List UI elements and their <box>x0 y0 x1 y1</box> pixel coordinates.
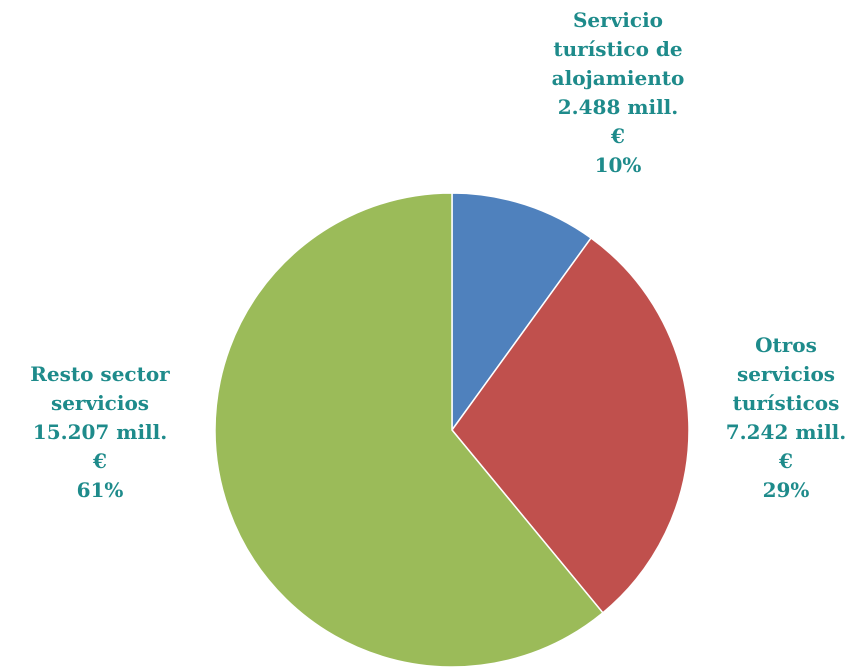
slice-label-3-line-3: 15.207 mill. <box>33 420 167 444</box>
slice-label-3: Resto sector servicios 15.207 mill. €61% <box>30 362 170 502</box>
slice-label-2-line-1: Otros <box>755 333 817 357</box>
slice-label-1-line-1: Servicio <box>573 8 663 32</box>
slice-label-3-line-1: Resto sector <box>30 362 170 386</box>
slice-label-1-line-4: 2.488 mill. <box>558 95 679 119</box>
slice-label-3-line-5: 61% <box>77 478 124 502</box>
pie-slice-1 <box>451 192 593 433</box>
slices-layer <box>214 192 690 667</box>
slice-label-1-line-5: € <box>610 124 625 148</box>
slice-label-1-line-3: alojamiento <box>552 66 685 90</box>
pie-slice-2 <box>451 237 690 614</box>
slice-label-1-line-6: 10% <box>595 153 642 177</box>
pie-slice-3 <box>214 192 604 667</box>
slice-label-3-line-2: servicios <box>51 391 149 415</box>
slice-label-2: Otros servicios turísticos 7.242 mill. €29% <box>726 333 847 502</box>
slice-label-2-line-5: € <box>778 449 793 473</box>
slice-label-3-line-4: € <box>92 449 107 473</box>
slice-label-2-line-3: turísticos <box>733 391 840 415</box>
slice-label-1: Servicio turístico de alojamiento 2.488 mil… <box>552 8 685 177</box>
labels-layer: Servicio turístico de alojamiento 2.488 mil… <box>30 8 846 502</box>
slice-label-1-line-2: turístico de <box>553 37 682 61</box>
slice-label-2-line-4: 7.242 mill. <box>726 420 847 444</box>
slice-label-2-line-6: 29% <box>763 478 810 502</box>
slice-label-2-line-2: servicios <box>737 362 835 386</box>
